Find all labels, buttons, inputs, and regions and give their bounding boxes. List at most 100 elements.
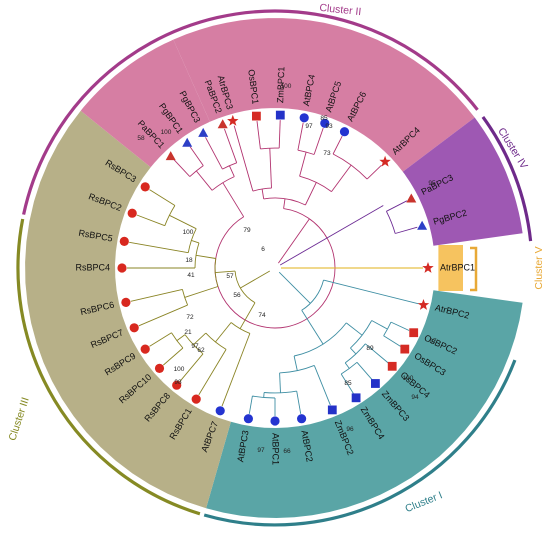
branch (173, 159, 191, 177)
marker-atbpc5 (320, 118, 330, 128)
branch (195, 170, 213, 191)
marker-atrbpc1 (422, 262, 434, 273)
branch (215, 322, 232, 343)
ring-cluster-iv (481, 115, 533, 242)
marker-atbpc1 (270, 416, 280, 426)
cluster-sector-iii-4 (25, 110, 231, 509)
branch-arc (301, 279, 324, 311)
branch (279, 372, 281, 393)
cluster-sector-ii-5 (80, 39, 210, 168)
branch (136, 214, 165, 227)
branch (332, 135, 343, 155)
cluster-label-i: Cluster I (404, 489, 445, 515)
branch (269, 148, 272, 189)
branch (340, 373, 354, 394)
tree-branches (127, 120, 423, 416)
branch-arc (164, 205, 176, 226)
bootstrap-value: 96 (346, 426, 354, 433)
marker-osbpc1 (252, 111, 261, 121)
branch (293, 355, 298, 371)
branch-arc (194, 242, 200, 269)
marker-rsbpc7 (129, 323, 139, 333)
marker-atrbpc4 (379, 155, 391, 167)
bootstrap-value: 18 (185, 257, 193, 264)
branch (193, 332, 207, 346)
marker-zmbpc4 (351, 393, 361, 403)
branch-arc (234, 271, 256, 304)
branch (248, 395, 253, 414)
branch (313, 365, 331, 406)
leaf-label-atbpc1: AtBPC1 (271, 433, 281, 465)
leaf-label-osbpc1: OsBPC1 (246, 69, 260, 105)
marker-atrbpc2 (417, 299, 430, 310)
branch (149, 332, 172, 347)
bootstrap-value: 100 (403, 375, 414, 382)
marker-osbpc3 (400, 344, 410, 354)
bootstrap-value: 100 (161, 129, 172, 136)
branch (138, 304, 188, 327)
branch (371, 320, 388, 330)
branch (205, 137, 223, 170)
branch (189, 146, 204, 166)
branch (299, 151, 307, 177)
marker-osbpc4 (387, 361, 397, 371)
branch-arc (297, 149, 315, 155)
branch (221, 333, 251, 407)
bootstrap-value: 85 (344, 380, 352, 387)
bootstrap-value: 21 (184, 329, 192, 336)
marker-atbpc2 (297, 414, 307, 424)
bootstrap-value: 97 (257, 447, 265, 454)
ring-cluster-iii (16, 218, 201, 516)
bootstrap-value: 72 (186, 314, 194, 321)
branch (383, 335, 401, 347)
bootstrap-value: 74 (258, 312, 266, 319)
branch (261, 188, 265, 199)
branch-root-iv (279, 205, 384, 266)
branch (129, 241, 189, 254)
branch (344, 362, 350, 369)
branch (149, 189, 176, 206)
marker-rsbpc10 (154, 363, 165, 373)
leaf-label-atrbpc1: AtrBPC1 (440, 262, 475, 272)
marker-atrbpc3 (227, 114, 239, 126)
marker-pabpc1 (165, 151, 176, 161)
branch (198, 349, 227, 396)
branch (366, 164, 382, 180)
branch (386, 200, 408, 212)
branch (195, 254, 216, 259)
bootstrap-value: 85 (320, 115, 328, 122)
marker-atbpc6 (339, 127, 350, 137)
branch (222, 182, 245, 218)
branch (283, 198, 286, 209)
bootstrap-value: 94 (411, 394, 419, 401)
branch (356, 362, 373, 380)
branch (346, 322, 363, 336)
ring-cluster-i (203, 359, 517, 527)
bootstrap-value: 6 (261, 246, 265, 253)
bootstrap-value: 58 (137, 135, 145, 142)
marker-rsbpc6 (121, 297, 131, 307)
branch-arc (211, 176, 235, 191)
leaf-label-rsbpc4: RsBPC4 (75, 262, 110, 272)
cluster-sector-v (438, 245, 463, 291)
bootstrap-value: 89 (366, 345, 374, 352)
branch (365, 343, 389, 364)
branch-arc (344, 343, 366, 364)
branch-arc (187, 228, 197, 253)
marker-atbpc4 (299, 113, 309, 123)
cluster-label-ii: Cluster II (319, 2, 362, 18)
marker-zmbpc3 (371, 379, 380, 388)
branch (390, 321, 410, 331)
cluster-rings (16, 9, 533, 527)
bootstrap-value: 97 (429, 338, 437, 345)
marker-rsbpc3 (140, 182, 150, 192)
marker-pgbpc3 (198, 127, 209, 137)
marker-zmbpc2 (327, 405, 337, 415)
marker-rsbpc1 (191, 394, 201, 404)
branch (191, 239, 200, 244)
bootstrap-value: 100 (174, 366, 185, 373)
bootstrap-value: 95 (428, 180, 436, 187)
bootstrap-value: 100 (281, 83, 292, 90)
marker-pabpc2 (217, 119, 228, 129)
